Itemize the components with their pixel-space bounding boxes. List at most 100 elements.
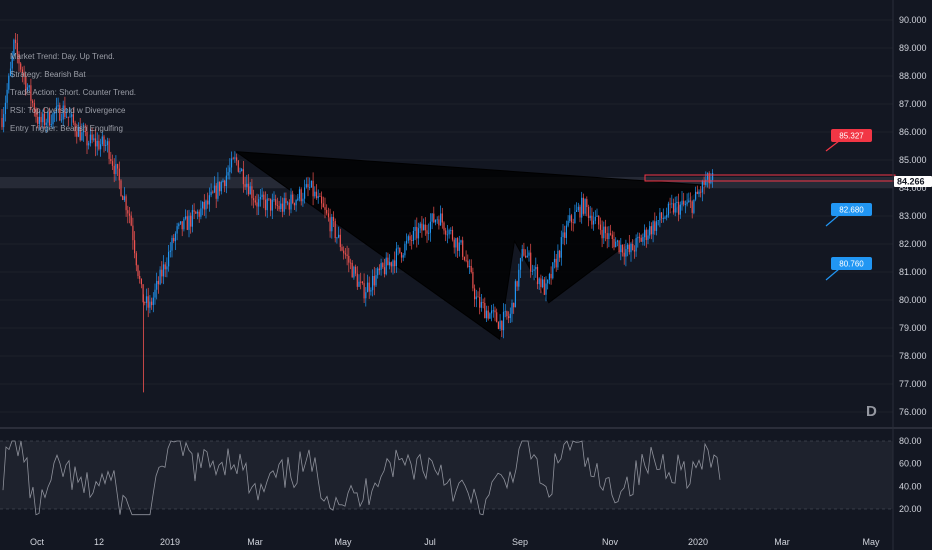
candle-body — [193, 210, 195, 212]
candle-body — [693, 199, 695, 213]
candle-body — [611, 234, 613, 239]
candle-body — [492, 310, 494, 312]
candle-body — [200, 208, 202, 217]
candle-body — [35, 112, 37, 117]
candle-body — [326, 209, 328, 214]
candle-body — [127, 210, 129, 214]
candle-body — [530, 252, 532, 272]
candle-body — [703, 181, 705, 186]
candle-body — [642, 237, 644, 242]
candle-body — [689, 200, 692, 202]
candle-body — [210, 191, 212, 196]
candle-body — [329, 217, 331, 232]
note-strategy: Strategy: Bearish Bat — [10, 70, 86, 79]
candle-body — [664, 217, 666, 219]
candle-body — [203, 201, 205, 210]
candle-body — [305, 184, 307, 188]
candle-body — [319, 196, 321, 197]
candle-body — [314, 191, 316, 197]
candle-body — [157, 280, 159, 285]
target-pointer — [825, 214, 840, 227]
candle-body — [105, 145, 107, 146]
candle-body — [586, 199, 588, 207]
candle-body — [270, 198, 272, 211]
candle-body — [234, 157, 236, 159]
candle-body — [438, 219, 440, 226]
candle-body — [599, 224, 601, 230]
candle-body — [6, 89, 8, 103]
candle-body — [373, 276, 375, 286]
trade-notes: Market Trend: Day. Up Trend. Strategy: B… — [10, 51, 136, 141]
note-entry-trigger: Entry Trigger: Bearish Engulfing — [10, 124, 123, 133]
candle-body — [616, 240, 618, 242]
candle-body — [489, 313, 491, 319]
candle-body — [533, 269, 535, 271]
target-pointer — [825, 140, 840, 152]
candle-body — [13, 39, 15, 56]
candle-body — [327, 213, 329, 218]
candle-body — [477, 296, 479, 298]
candle-body — [511, 302, 513, 314]
candle-body — [378, 268, 380, 271]
price-axis[interactable]: 90.000 89.000 88.000 87.000 86.000 85.000 84.0… — [899, 15, 927, 417]
candle-body — [627, 244, 629, 249]
candle-body — [509, 313, 511, 318]
rsi-axis-label: 80.00 — [899, 436, 922, 446]
candle-body — [706, 173, 709, 180]
candle-body — [353, 266, 355, 278]
candle-body — [366, 282, 369, 293]
time-axis[interactable]: Oct 12 2019 Mar May Jul Sep Nov 2020 Mar May — [30, 537, 880, 547]
candle-body — [525, 255, 527, 258]
candle-body — [312, 180, 314, 197]
candle-body — [9, 68, 12, 76]
candle-body — [302, 198, 304, 202]
candle-body — [468, 266, 471, 267]
time-axis-label: May — [862, 537, 880, 547]
rsi-axis-label: 40.00 — [899, 481, 922, 491]
candle-body — [79, 127, 81, 141]
candle-body — [565, 225, 567, 238]
candle-body — [242, 169, 244, 185]
candle-body — [587, 207, 590, 218]
candle-body — [678, 201, 680, 215]
candle-body — [264, 199, 267, 211]
candle-body — [132, 225, 134, 241]
candle-body — [144, 302, 146, 303]
candle-body — [361, 281, 363, 283]
price-axis-label: 89.000 — [899, 43, 927, 53]
candle-body — [458, 242, 460, 251]
candle-body — [700, 191, 702, 193]
candle-body — [59, 105, 61, 121]
time-axis-label: Mar — [774, 537, 790, 547]
candle-body — [253, 198, 255, 201]
candle-body — [161, 269, 163, 277]
candle-body — [351, 262, 353, 278]
rsi-axis[interactable]: 80.00 60.00 40.00 20.00 — [899, 436, 922, 514]
candle-body — [421, 223, 423, 231]
candle-body — [334, 220, 336, 238]
candle-body — [552, 262, 554, 279]
candle-body — [574, 211, 576, 223]
candle-body — [343, 250, 345, 254]
candle-body — [712, 173, 714, 180]
candle-body — [443, 222, 445, 231]
candle-body — [26, 87, 29, 91]
rsi-line — [2, 440, 721, 516]
candle-body — [37, 116, 39, 124]
candle-body — [404, 243, 406, 256]
candle-body — [88, 143, 90, 146]
note-market-trend: Market Trend: Day. Up Trend. — [10, 52, 115, 61]
candle-body — [11, 55, 13, 69]
candle-body — [191, 210, 193, 227]
candle-body — [504, 311, 506, 313]
candle-body — [395, 248, 397, 267]
candle-body — [322, 203, 324, 208]
candle-body — [460, 240, 462, 243]
candle-body — [365, 292, 367, 299]
candle-body — [207, 200, 209, 205]
time-axis-label: Mar — [247, 537, 263, 547]
candle-body — [380, 263, 382, 271]
candle-body — [691, 201, 693, 213]
candle-body — [310, 180, 312, 187]
